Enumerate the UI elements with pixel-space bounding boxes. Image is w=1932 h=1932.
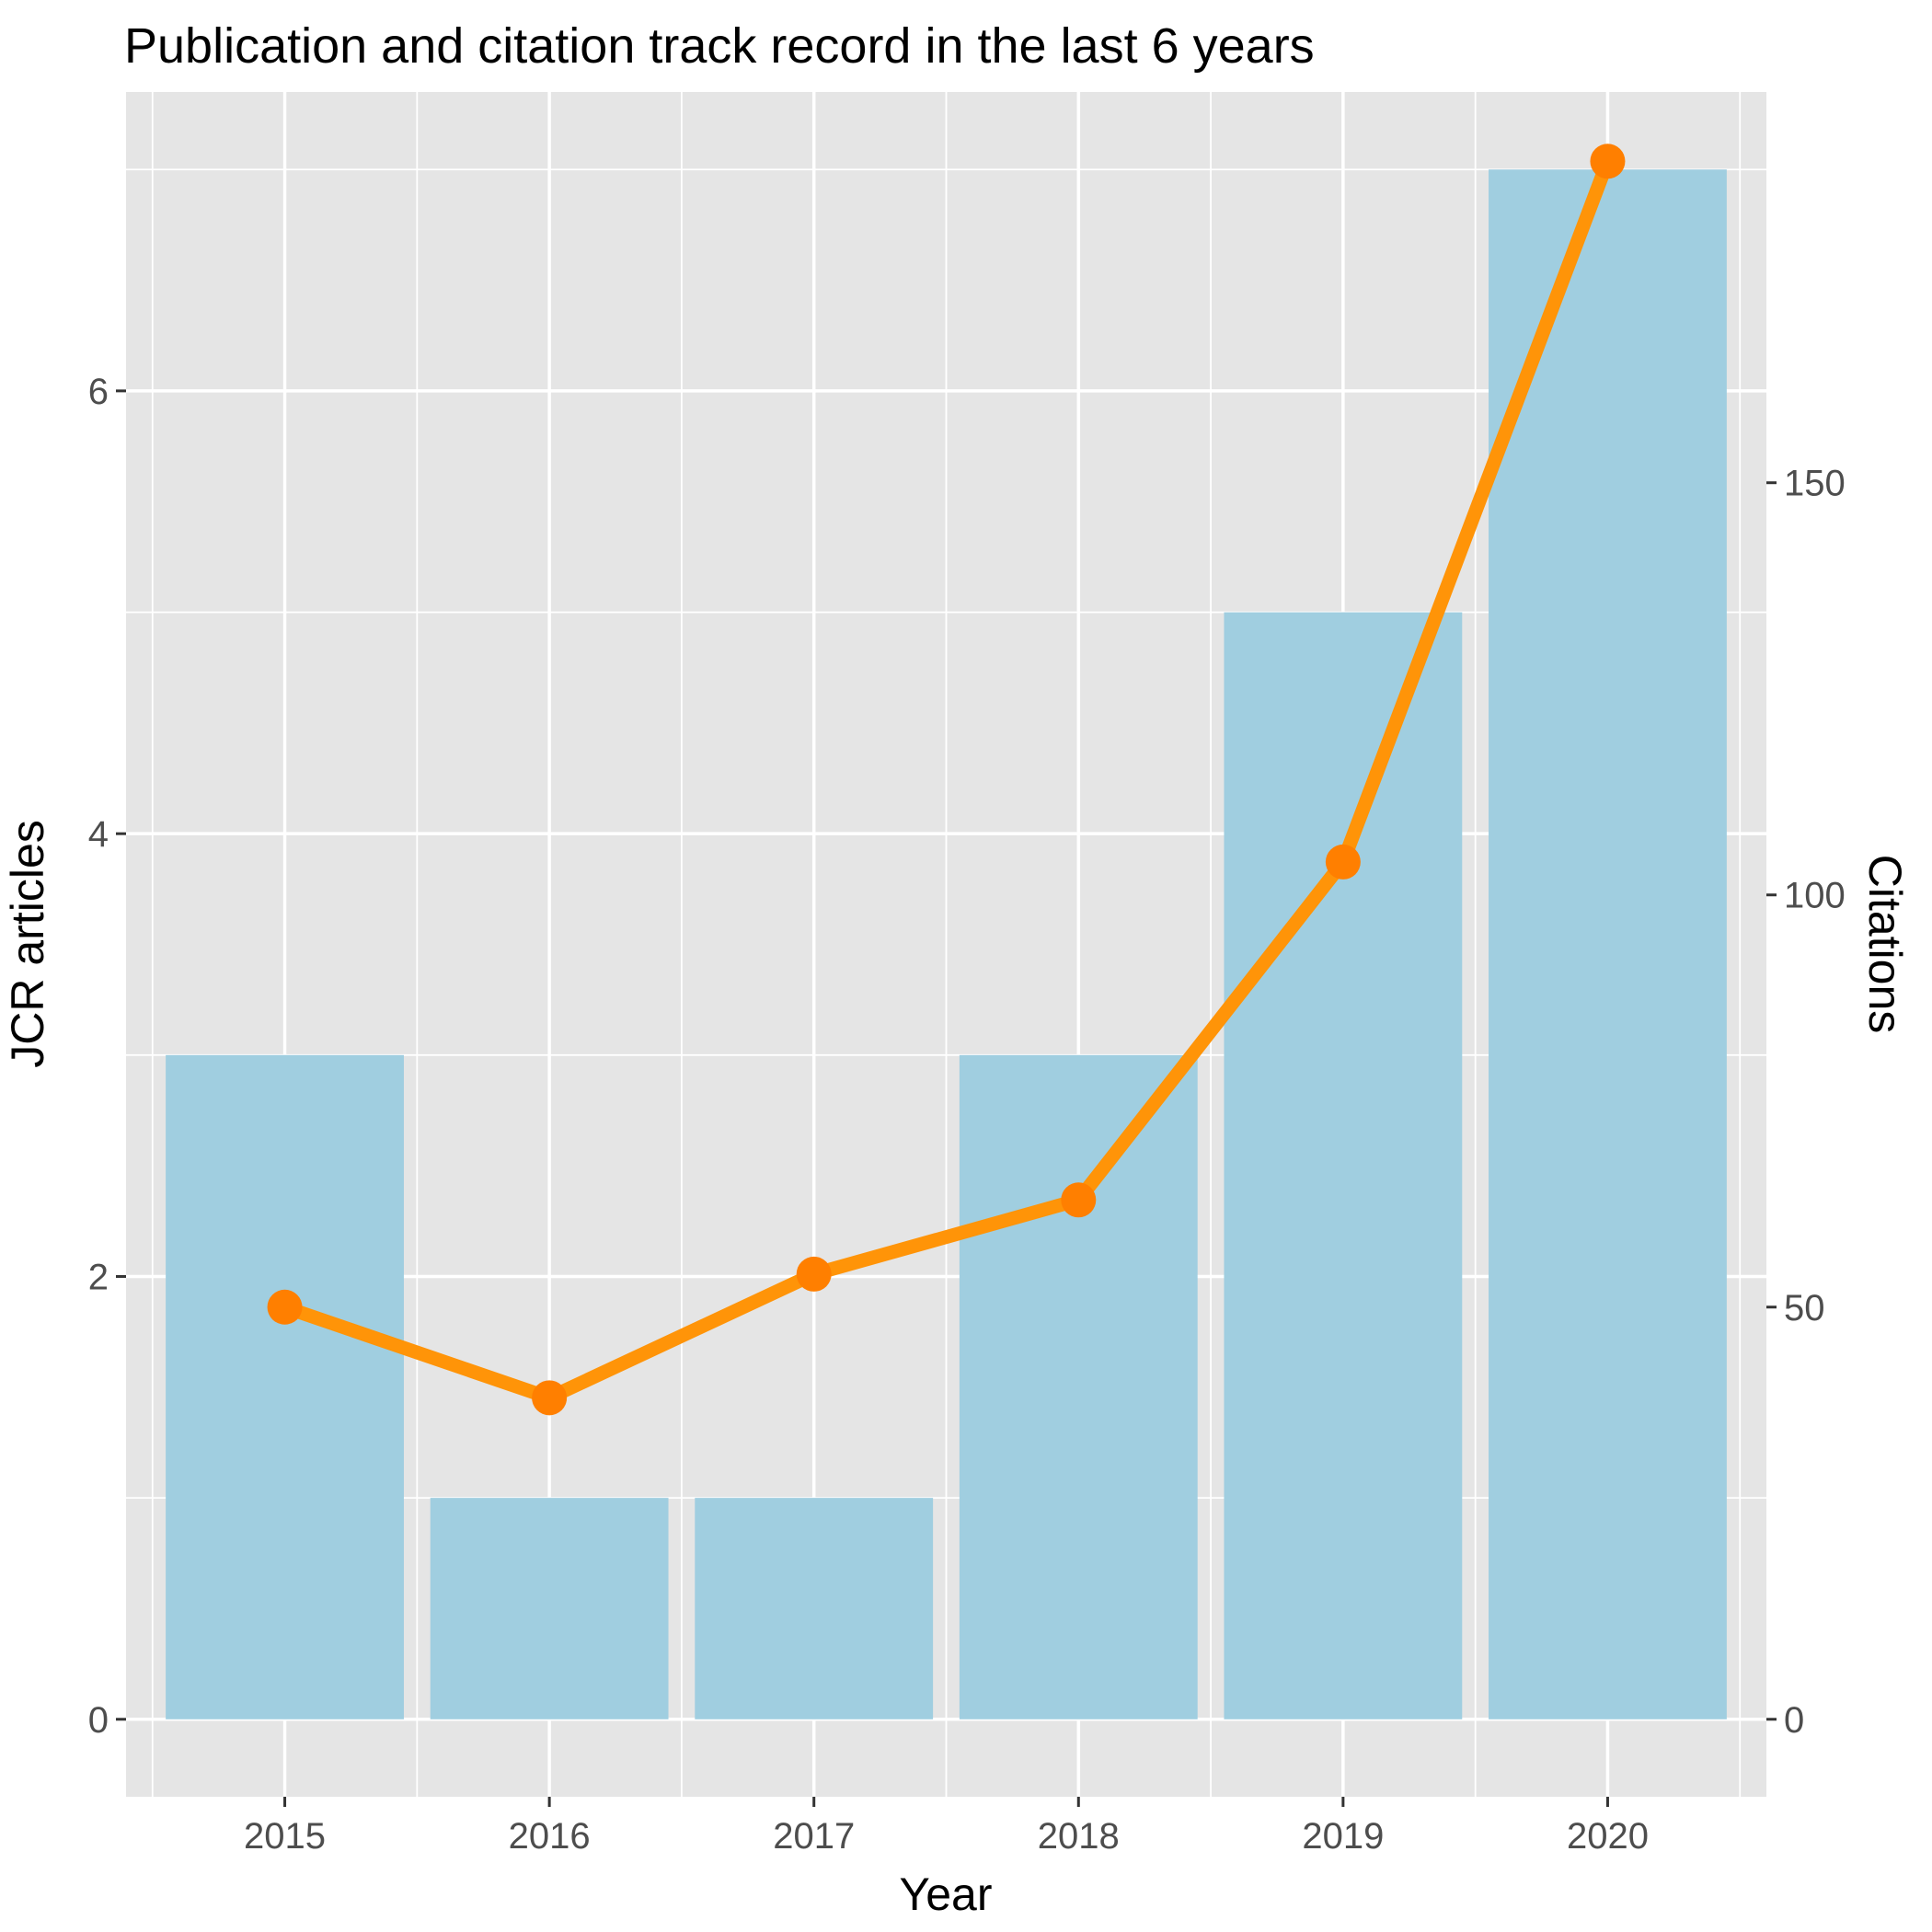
- bar-2019: [1224, 612, 1463, 1719]
- x-tick-label: 2018: [1038, 1816, 1120, 1857]
- y-axis-title: JCR articles: [2, 820, 53, 1067]
- bar-2016: [430, 1498, 669, 1719]
- bar-2020: [1489, 169, 1727, 1719]
- y2-tick-label: 100: [1784, 876, 1846, 916]
- bar-2015: [166, 1054, 404, 1719]
- y2-tick-label: 0: [1784, 1700, 1804, 1741]
- x-tick-label: 2019: [1302, 1816, 1384, 1857]
- x-tick-label: 2016: [509, 1816, 591, 1857]
- y-tick-label: 4: [88, 814, 109, 855]
- left-axis: 0 2 4 6: [88, 372, 126, 1741]
- y-tick-label: 6: [88, 372, 109, 412]
- right-axis: 0 50 100 150: [1766, 464, 1846, 1741]
- citations-line: [282, 158, 1615, 1405]
- bar-2018: [959, 1054, 1198, 1719]
- citation-point-2016: [532, 1380, 568, 1416]
- y-tick-label: 0: [88, 1700, 109, 1741]
- line-series: [267, 144, 1626, 1416]
- citation-point-2020: [1590, 144, 1626, 179]
- citation-point-2015: [267, 1289, 303, 1325]
- chart-title: Publication and citation track record in…: [124, 18, 1315, 74]
- x-tick-label: 2015: [244, 1816, 326, 1857]
- y2-axis-title: Citations: [1859, 855, 1911, 1034]
- y-tick-label: 2: [88, 1257, 109, 1297]
- y2-tick-label: 50: [1784, 1288, 1825, 1328]
- grid-minor: [126, 92, 1766, 1797]
- x-axis-title: Year: [899, 1869, 992, 1920]
- x-axis: 2015 2016 2017 2018 2019 2020: [244, 1797, 1649, 1857]
- bar-series: [166, 169, 1727, 1719]
- x-tick-label: 2020: [1567, 1816, 1649, 1857]
- citation-point-2019: [1325, 844, 1361, 880]
- citation-point-2018: [1061, 1182, 1097, 1218]
- y2-tick-label: 150: [1784, 464, 1846, 504]
- x-tick-label: 2017: [773, 1816, 855, 1857]
- citation-point-2017: [796, 1256, 832, 1292]
- bar-2017: [695, 1498, 934, 1719]
